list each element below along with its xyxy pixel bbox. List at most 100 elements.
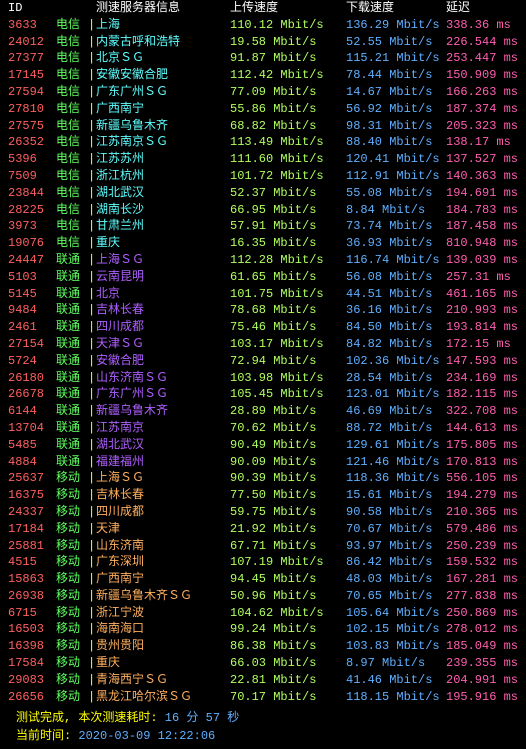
row-upload: 28.89 Mbit/s — [230, 403, 346, 420]
table-row: 25881移动|山东济南67.71 Mbit/s93.97 Mbit/s250.… — [0, 538, 526, 555]
row-server: 黑龙江哈尔滨ＳＧ — [96, 689, 230, 706]
table-row: 27594电信|广东广州ＳＧ77.09 Mbit/s14.67 Mbit/s16… — [0, 84, 526, 101]
row-id: 19076 — [0, 235, 56, 252]
row-server: 吉林长春 — [96, 487, 230, 504]
row-id: 17584 — [0, 655, 56, 672]
row-pipe-icon: | — [88, 118, 96, 135]
footer-test-complete-label: 测试完成, 本次测速耗时: — [16, 711, 158, 725]
row-server: 新疆乌鲁木齐ＳＧ — [96, 588, 230, 605]
row-server: 湖北武汉 — [96, 185, 230, 202]
row-latency: 579.486 ms — [446, 521, 526, 538]
row-isp: 电信 — [56, 84, 88, 101]
row-download: 120.41 Mbit/s — [346, 151, 446, 168]
row-isp: 移动 — [56, 504, 88, 521]
row-upload: 75.46 Mbit/s — [230, 319, 346, 336]
row-latency: 195.916 ms — [446, 689, 526, 706]
row-pipe-icon: | — [88, 588, 96, 605]
row-server: 贵州贵阳 — [96, 638, 230, 655]
row-isp: 移动 — [56, 554, 88, 571]
row-id: 26352 — [0, 134, 56, 151]
row-id: 17145 — [0, 67, 56, 84]
row-id: 4884 — [0, 454, 56, 471]
row-latency: 278.012 ms — [446, 621, 526, 638]
row-server: 天津 — [96, 521, 230, 538]
row-upload: 57.91 Mbit/s — [230, 218, 346, 235]
row-isp: 联通 — [56, 252, 88, 269]
table-row: 6144联通|新疆乌鲁木齐28.89 Mbit/s46.69 Mbit/s322… — [0, 403, 526, 420]
row-id: 24012 — [0, 34, 56, 51]
table-row: 3633电信|上海110.12 Mbit/s136.29 Mbit/s338.3… — [0, 17, 526, 34]
row-upload: 21.92 Mbit/s — [230, 521, 346, 538]
row-pipe-icon: | — [88, 420, 96, 437]
row-download: 70.67 Mbit/s — [346, 521, 446, 538]
row-id: 27810 — [0, 101, 56, 118]
row-isp: 联通 — [56, 336, 88, 353]
row-pipe-icon: | — [88, 17, 96, 34]
row-latency: 253.447 ms — [446, 50, 526, 67]
row-download: 84.50 Mbit/s — [346, 319, 446, 336]
row-download: 44.51 Mbit/s — [346, 286, 446, 303]
table-row: 24447联通|上海ＳＧ112.28 Mbit/s116.74 Mbit/s13… — [0, 252, 526, 269]
table-row: 5145联通|北京101.75 Mbit/s44.51 Mbit/s461.16… — [0, 286, 526, 303]
row-pipe-icon: | — [88, 151, 96, 168]
row-server: 北京ＳＧ — [96, 50, 230, 67]
row-latency: 250.869 ms — [446, 605, 526, 622]
table-row: 29083移动|青海西宁ＳＧ22.81 Mbit/s41.46 Mbit/s20… — [0, 672, 526, 689]
row-id: 15863 — [0, 571, 56, 588]
row-download: 56.92 Mbit/s — [346, 101, 446, 118]
table-row: 24337移动|四川成都59.75 Mbit/s90.58 Mbit/s210.… — [0, 504, 526, 521]
row-latency: 172.15 ms — [446, 336, 526, 353]
row-upload: 78.68 Mbit/s — [230, 302, 346, 319]
row-upload: 113.49 Mbit/s — [230, 134, 346, 151]
row-server: 新疆乌鲁木齐 — [96, 403, 230, 420]
row-server: 福建福州 — [96, 454, 230, 471]
row-id: 26938 — [0, 588, 56, 605]
row-isp: 电信 — [56, 168, 88, 185]
row-pipe-icon: | — [88, 302, 96, 319]
row-server: 吉林长春 — [96, 302, 230, 319]
row-pipe-icon: | — [88, 50, 96, 67]
row-upload: 52.37 Mbit/s — [230, 185, 346, 202]
table-row: 17145电信|安徽安徽合肥112.42 Mbit/s78.44 Mbit/s1… — [0, 67, 526, 84]
row-upload: 68.82 Mbit/s — [230, 118, 346, 135]
row-pipe-icon: | — [88, 134, 96, 151]
row-pipe-icon: | — [88, 84, 96, 101]
row-download: 103.83 Mbit/s — [346, 638, 446, 655]
table-row: 5396电信|江苏苏州111.60 Mbit/s120.41 Mbit/s137… — [0, 151, 526, 168]
row-upload: 104.62 Mbit/s — [230, 605, 346, 622]
table-row: 27810电信|广西南宁55.86 Mbit/s56.92 Mbit/s187.… — [0, 101, 526, 118]
row-download: 93.97 Mbit/s — [346, 538, 446, 555]
row-upload: 55.86 Mbit/s — [230, 101, 346, 118]
row-upload: 105.45 Mbit/s — [230, 386, 346, 403]
table-row: 27154联通|天津ＳＧ103.17 Mbit/s84.82 Mbit/s172… — [0, 336, 526, 353]
row-pipe-icon: | — [88, 386, 96, 403]
header-server: 测速服务器信息 — [96, 0, 230, 17]
table-row: 16398移动|贵州贵阳86.38 Mbit/s103.83 Mbit/s185… — [0, 638, 526, 655]
table-row: 26678联通|广东广州ＳＧ105.45 Mbit/s123.01 Mbit/s… — [0, 386, 526, 403]
row-isp: 联通 — [56, 420, 88, 437]
row-id: 9484 — [0, 302, 56, 319]
row-latency: 175.805 ms — [446, 437, 526, 454]
row-server: 四川成都 — [96, 319, 230, 336]
table-row: 5485联通|湖北武汉90.49 Mbit/s129.61 Mbit/s175.… — [0, 437, 526, 454]
row-server: 重庆 — [96, 655, 230, 672]
row-id: 26678 — [0, 386, 56, 403]
row-server: 安徽安徽合肥 — [96, 67, 230, 84]
row-server: 广东广州ＳＧ — [96, 386, 230, 403]
row-latency: 150.909 ms — [446, 67, 526, 84]
row-isp: 联通 — [56, 403, 88, 420]
row-latency: 226.544 ms — [446, 34, 526, 51]
row-latency: 556.105 ms — [446, 470, 526, 487]
row-upload: 19.58 Mbit/s — [230, 34, 346, 51]
row-latency: 159.532 ms — [446, 554, 526, 571]
row-latency: 184.783 ms — [446, 202, 526, 219]
footer-time-label: 当前时间: — [16, 729, 78, 743]
row-isp: 移动 — [56, 621, 88, 638]
row-upload: 70.17 Mbit/s — [230, 689, 346, 706]
row-upload: 66.95 Mbit/s — [230, 202, 346, 219]
row-isp: 移动 — [56, 672, 88, 689]
row-upload: 110.12 Mbit/s — [230, 17, 346, 34]
header-id: ID — [0, 0, 56, 17]
row-id: 26180 — [0, 370, 56, 387]
row-isp: 联通 — [56, 437, 88, 454]
